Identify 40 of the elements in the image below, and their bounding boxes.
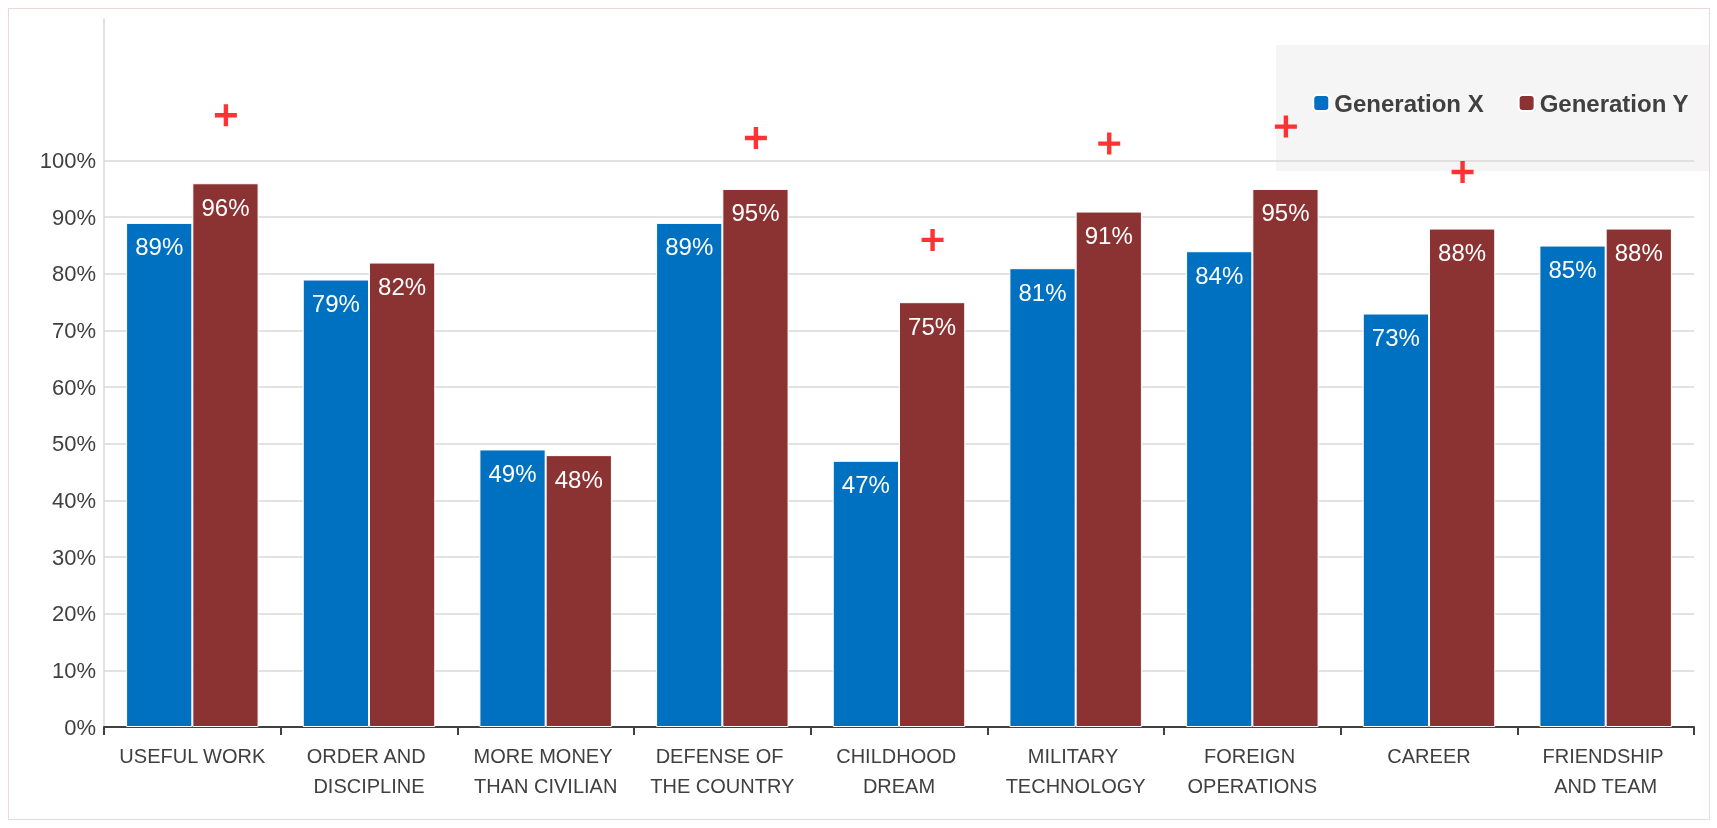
y-tick-label: 60% [51,374,96,400]
y-tick-label: 80% [51,261,96,287]
data-label: 95% [1261,199,1310,227]
data-label: 73% [1371,324,1420,352]
x-tick-label: DEFENSE OF THE COUNTRY [650,745,795,797]
data-label: 95% [731,199,780,227]
data-label: 48% [554,465,603,493]
data-label: 89% [665,233,714,261]
data-label: 81% [1018,278,1067,306]
data-label: 82% [378,273,427,301]
x-tick-label: FOREIGN OPERATIONS [1187,745,1318,797]
data-label: 79% [311,290,360,318]
x-tick-label: MORE MONEY THAN CIVILIAN [473,745,618,797]
x-tick-label: FRIENDSHIP AND TEAM [1542,745,1669,797]
x-tick-label: CAREER [1387,745,1471,767]
x-tick-label: USEFUL WORK [119,745,266,767]
data-label: 91% [1084,222,1133,250]
data-label: 96% [201,193,250,221]
data-label: 88% [1438,239,1487,267]
y-tick-label: 10% [51,657,96,683]
data-label: 89% [135,233,184,261]
legend-label: Generation Y [1539,89,1689,117]
data-label: 84% [1195,261,1244,289]
data-label: 49% [488,459,537,487]
x-tick-label: CHILDHOOD DREAM [836,745,962,797]
y-tick-label: 90% [51,204,96,230]
y-tick-label: 0% [64,714,96,740]
y-tick-label: 50% [51,431,96,457]
y-tick-label: 100% [39,148,96,174]
y-tick-label: 30% [51,544,96,570]
y-tick-label: 20% [51,601,96,627]
x-tick-label: ORDER AND DISCIPLINE [306,745,432,797]
data-label: 85% [1548,256,1597,284]
y-tick-label: 40% [51,487,96,513]
data-label: 88% [1614,239,1663,267]
x-tick-label: MILITARY TECHNOLOGY [1005,745,1146,797]
data-label: 47% [841,471,890,499]
data-label: 75% [908,312,957,340]
y-tick-label: 70% [51,318,96,344]
legend-label: Generation X [1334,89,1484,117]
